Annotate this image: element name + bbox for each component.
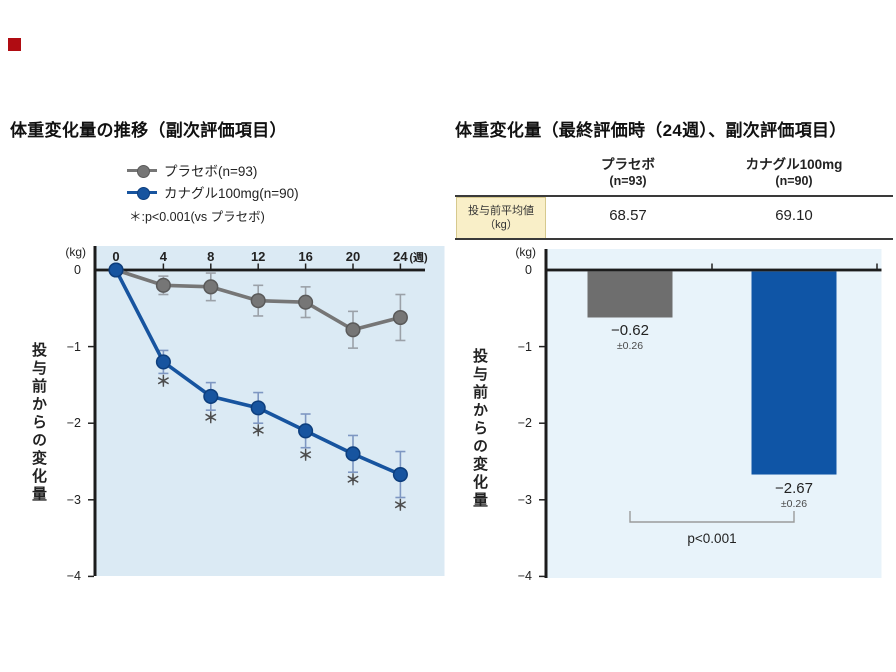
placebo-data-point — [155, 277, 171, 293]
canagl-data-point — [108, 262, 124, 278]
baseline-row-header: 投与前平均値 （kg） — [456, 197, 546, 239]
baseline-value-canagl: 69.10 — [775, 207, 813, 224]
placebo-line-marker-icon — [127, 164, 157, 178]
canagl-data-point — [155, 354, 171, 370]
x-tick-label: 24 — [393, 249, 408, 264]
line-plot-background — [96, 246, 445, 576]
y-tick-label: −3 — [517, 492, 532, 507]
left-zero-line — [93, 268, 425, 272]
y-tick-label: 0 — [74, 263, 81, 277]
legend-label-placebo: プラセボ(n=93) — [164, 164, 258, 179]
p-value-label: p<0.001 — [687, 531, 737, 546]
significance-asterisk: ＊ — [298, 448, 313, 465]
line-chart-legend: プラセボ(n=93) カナグル100mg(n=90) ＊:p<0.001(vs … — [127, 159, 299, 225]
placebo-bar — [587, 271, 673, 318]
significance-bracket — [629, 511, 795, 523]
y-tick-label: 0 — [525, 263, 532, 277]
line-chart-title: 体重変化量の推移（副次評価項目） — [10, 121, 287, 140]
x-tick-label: 12 — [250, 249, 266, 264]
table-col-canagl: カナグル100mg — [745, 157, 843, 172]
placebo-bar-se: ±0.26 — [616, 340, 644, 352]
significance-asterisk: ＊ — [156, 373, 171, 390]
left-y-unit: (kg) — [65, 245, 86, 259]
significance-asterisk: ＊ — [345, 472, 360, 489]
x-tick-label: 4 — [159, 249, 167, 264]
right-y-axis-label: 投与前からの変化量 — [471, 348, 488, 510]
y-tick-label: −2 — [66, 416, 81, 431]
legend-label-canagl: カナグル100mg(n=90) — [164, 186, 299, 201]
canagl-data-point — [203, 388, 219, 404]
table-col-placebo-n: (n=93) — [609, 174, 647, 188]
y-tick-label: −4 — [517, 569, 532, 584]
y-tick-label: −1 — [517, 339, 532, 354]
canagl-data-point — [298, 423, 314, 439]
table-col-canagl-n: (n=90) — [775, 174, 813, 188]
significance-note: ＊:p<0.001(vs プラセボ) — [129, 210, 265, 224]
y-tick-label: −2 — [517, 416, 532, 431]
table-col-placebo: プラセボ — [601, 157, 655, 172]
placebo-data-point — [392, 309, 408, 326]
canagl-bar-value: −2.67 — [775, 480, 813, 497]
right-y-unit: (kg) — [515, 245, 536, 259]
left-y-axis-line — [93, 246, 97, 576]
baseline-row-unit: （kg） — [484, 219, 518, 231]
significance-asterisk: ＊ — [251, 423, 266, 440]
canagl-data-point — [250, 400, 266, 416]
baseline-value-placebo: 68.57 — [609, 207, 647, 224]
placebo-data-point — [250, 293, 266, 309]
x-tick-label: 0 — [112, 249, 120, 264]
legend-item-placebo: プラセボ(n=93) — [127, 159, 299, 181]
canagl-line-marker-icon — [127, 186, 157, 200]
x-tick-label: 8 — [207, 249, 215, 264]
x-tick-label: 16 — [298, 249, 313, 264]
legend-item-canagl: カナグル100mg(n=90) — [127, 181, 299, 203]
placebo-data-point — [345, 322, 361, 338]
canagl-data-point — [392, 466, 408, 483]
bar-chart-title: 体重変化量（最終評価時（24週）、副次評価項目） — [455, 121, 847, 140]
placebo-bar-value: −0.62 — [611, 322, 649, 339]
table-top-rule — [455, 195, 893, 197]
right-zero-line — [544, 268, 882, 272]
significance-asterisk: ＊ — [203, 410, 218, 427]
x-tick-label: 20 — [345, 249, 361, 264]
placebo-data-point — [203, 279, 219, 295]
left-y-axis-label: 投与前からの変化量 — [30, 342, 47, 504]
red-corner-mark — [8, 38, 21, 51]
baseline-row-label: 投与前平均値 — [468, 205, 534, 217]
canagl-bar-se: ±0.26 — [780, 498, 808, 510]
significance-asterisk: ＊ — [393, 498, 408, 515]
placebo-data-point — [298, 294, 314, 310]
canagl-data-point — [345, 446, 361, 462]
y-tick-label: −1 — [66, 339, 81, 354]
canagl-bar — [751, 271, 837, 475]
x-axis-unit: (週) — [409, 252, 428, 264]
y-tick-label: −3 — [66, 492, 81, 507]
right-y-axis-line — [544, 249, 548, 578]
table-bottom-rule — [455, 238, 893, 240]
y-tick-label: −4 — [66, 569, 81, 584]
